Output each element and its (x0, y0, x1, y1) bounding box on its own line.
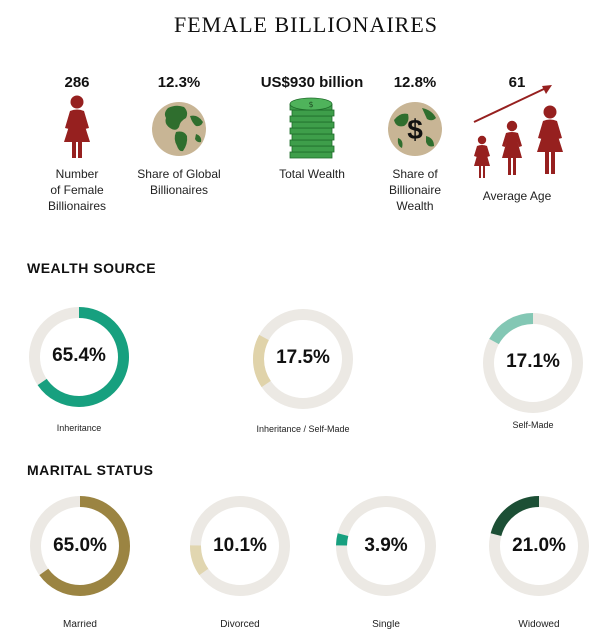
donut-value-label: 10.1% (213, 535, 267, 556)
page-title: FEMALE BILLIONAIRES (173, 12, 439, 37)
donut-chart (29, 307, 129, 407)
stat-value: 286 (64, 74, 90, 91)
donut-caption: Inheritance / Self-Made (256, 424, 350, 434)
donut-value-label: 65.0% (53, 535, 107, 556)
donut-chart (336, 496, 436, 596)
donut-caption: Married (63, 620, 97, 630)
donut-segment (489, 496, 589, 596)
stat-label-line: Share of Global (137, 167, 221, 181)
svg-text:$: $ (407, 114, 423, 145)
stat-label-line: Number (55, 167, 99, 181)
donut-value-label: 17.1% (506, 351, 560, 372)
svg-text:$: $ (308, 100, 313, 109)
stat-share-global-billionaires: 12.3% Share of Global Billionaires (124, 72, 234, 198)
money-stack-icon: $ (289, 97, 335, 159)
donut-inheritance: 65.4% Inheritance (26, 304, 132, 444)
donut-value-label: 21.0% (512, 535, 566, 556)
donut-value-label: 17.5% (276, 347, 330, 368)
stat-value: 12.8% (393, 74, 437, 91)
donut-track (336, 496, 436, 596)
stat-label-line: Billionaire (388, 183, 442, 197)
stat-share-billionaire-wealth: 12.8% $ Share of Billionaire Wealth (360, 72, 470, 214)
donut-chart (483, 313, 583, 413)
section-title-wealth-source: WEALTH SOURCE (27, 260, 157, 276)
donut-segment (253, 309, 353, 409)
donut-value-label: 3.9% (364, 535, 408, 556)
donut-caption: Inheritance (56, 423, 102, 433)
donut-segment (483, 313, 583, 413)
growing-women-arrow-icon (473, 85, 563, 178)
stat-value: 12.3% (157, 74, 201, 91)
donut-value-label: 65.4% (52, 345, 106, 366)
stat-value: 61 (508, 74, 526, 91)
donut-widowed: 21.0% Widowed (486, 493, 592, 633)
donut-caption: Single (372, 620, 400, 630)
stat-label-line: Share of (392, 167, 438, 181)
donut-chart (253, 309, 353, 409)
globe-icon (152, 102, 206, 156)
stat-total-wealth: US$930 billion $ Total Wealth (247, 72, 377, 182)
donut-inheritance-self-made: 17.5% Inheritance / Self-Made (250, 306, 356, 446)
woman-icon (64, 95, 90, 158)
stat-label-line: of Female (50, 183, 104, 197)
donut-segment (190, 496, 290, 596)
donut-segment (30, 496, 130, 596)
stat-female-billionaires: 286 Number of Female Billionaires (22, 72, 132, 214)
donut-caption: Divorced (220, 620, 260, 630)
donut-chart (190, 496, 290, 596)
stat-label-line: Average Age (482, 189, 552, 203)
donut-caption: Self-Made (512, 420, 554, 430)
donut-caption: Widowed (518, 620, 560, 630)
donut-chart (489, 496, 589, 596)
globe-dollar-icon: $ (388, 102, 442, 156)
donut-single: 3.9% Single (333, 493, 439, 633)
stat-average-age: 61 Average Age (462, 72, 572, 203)
stat-label-line: Total Wealth (279, 167, 345, 181)
section-title-marital-status: MARITAL STATUS (27, 462, 154, 478)
donut-married: 65.0% Married (27, 493, 133, 633)
donut-chart (30, 496, 130, 596)
stat-label-line: Billionaires (149, 183, 209, 197)
donut-divorced: 10.1% Divorced (187, 493, 293, 633)
stat-label-line: Billionaires (47, 199, 107, 213)
stat-label-line: Wealth (396, 199, 434, 213)
donut-self-made: 17.1% Self-Made (480, 310, 586, 450)
stat-value: US$930 billion (260, 74, 364, 91)
donut-segment (29, 307, 129, 407)
